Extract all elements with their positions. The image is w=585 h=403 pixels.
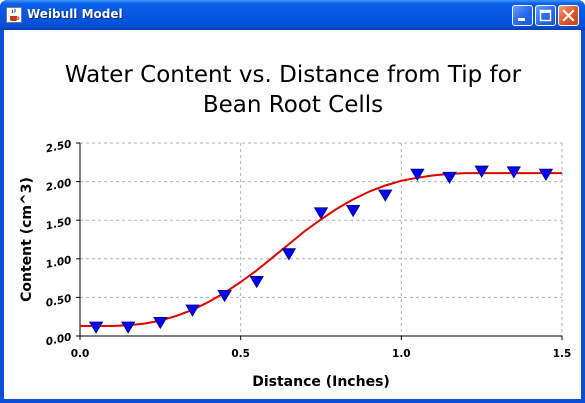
x-tick-label: 1.5: [553, 348, 572, 360]
x-tick-label: 0.0: [71, 348, 90, 360]
maximize-button[interactable]: [535, 5, 556, 26]
data-point-marker: [506, 166, 522, 179]
data-point-marker: [185, 304, 200, 317]
close-icon: [562, 9, 575, 22]
chart-title-line: Bean Root Cells: [203, 92, 383, 118]
y-tick-label: 2.50: [45, 138, 73, 155]
minimize-button[interactable]: [512, 5, 533, 26]
data-point-marker: [88, 321, 104, 334]
data-point-marker: [410, 168, 425, 181]
chart-panel: Water Content vs. Distance from Tip for B…: [4, 30, 581, 399]
y-axis-label: Content (cm^3): [19, 177, 35, 302]
y-tick-label: 1.50: [45, 215, 73, 232]
x-tick-label: 0.5: [231, 348, 250, 360]
data-point-marker: [249, 276, 264, 289]
chart-title-line: Water Content vs. Distance from Tip for: [65, 62, 522, 88]
data-point-marker: [153, 316, 168, 330]
maximize-icon: [539, 9, 552, 22]
close-button[interactable]: [558, 5, 579, 26]
data-point-marker: [217, 289, 232, 303]
y-tick-label: 1.00: [45, 254, 73, 271]
x-tick-label: 1.0: [392, 348, 411, 360]
data-point-marker: [281, 248, 297, 261]
data-point-marker: [474, 165, 489, 178]
x-axis-label: Distance (Inches): [252, 374, 390, 390]
data-point-marker: [442, 171, 457, 185]
data-point-marker: [345, 205, 361, 218]
data-point-marker: [313, 207, 329, 220]
window-title: Weibull Model: [27, 7, 123, 21]
data-point-marker: [120, 321, 136, 334]
y-tick-label: 2.00: [45, 177, 73, 194]
y-tick-label: 0.50: [45, 293, 73, 310]
data-point-marker: [538, 168, 554, 181]
fitted-curve-line: [80, 172, 562, 327]
y-tick-label: 0.00: [45, 331, 73, 348]
chart: Water Content vs. Distance from Tip for B…: [19, 62, 572, 390]
title-bar[interactable]: Weibull Model: [0, 0, 585, 30]
data-point-marker: [378, 189, 393, 202]
minimize-icon: [518, 18, 525, 21]
java-coffee-icon: [6, 7, 22, 23]
